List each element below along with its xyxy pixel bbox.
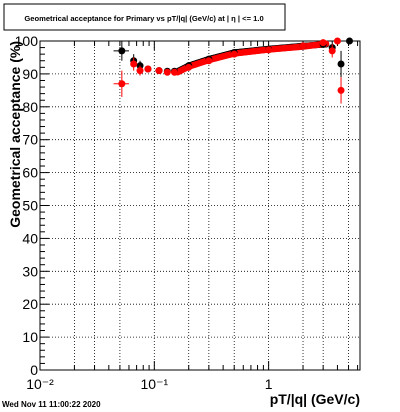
data-point-red [155, 67, 163, 75]
data-point-red [118, 80, 126, 88]
tick-labels: 0 10 20 30 40 50 60 70 80 90 100 10⁻² 10⁻¹ 1 [15, 33, 273, 392]
data-point-red [144, 65, 152, 73]
data-point-red [265, 46, 273, 54]
y-tick-label: 0 [30, 362, 38, 378]
y-tick-label: 60 [22, 165, 38, 181]
y-tick-label: 100 [15, 33, 39, 49]
y-tick-label: 50 [22, 198, 38, 214]
y-axis-title: Geometrical acceptance (%) [7, 41, 23, 228]
y-tick-label: 70 [22, 132, 38, 148]
data-point-black [118, 47, 126, 55]
data-point-red [205, 57, 213, 65]
x-axis-title: pT/|q| (GeV/c) [270, 391, 360, 407]
data-point-red [163, 68, 171, 76]
data-point-red [333, 37, 341, 45]
data-point-red [170, 68, 178, 76]
y-tick-label: 80 [22, 99, 38, 115]
y-tick-label: 90 [22, 66, 38, 82]
data-point-red [130, 60, 138, 68]
data-point-red [319, 39, 327, 47]
data-point-red [185, 63, 193, 71]
data-layer [113, 37, 354, 104]
chart-title: Geometrical acceptance for Primary vs pT… [24, 14, 263, 23]
x-tick-label: 10⁻¹ [141, 376, 169, 392]
y-tick-label: 10 [22, 329, 38, 345]
y-tick-label: 20 [22, 296, 38, 312]
data-point-red [299, 42, 307, 50]
axis-ticks [39, 40, 359, 371]
grid [40, 41, 360, 370]
y-tick-label: 40 [22, 230, 38, 246]
data-point-red [337, 86, 345, 94]
data-point-red [328, 47, 336, 55]
data-point-red [136, 67, 144, 75]
timestamp: Wed Nov 11 11:00:22 2020 [2, 400, 101, 409]
data-point-black [346, 37, 354, 45]
data-point-red [230, 50, 238, 58]
y-tick-label: 30 [22, 263, 38, 279]
data-point-black [337, 60, 345, 68]
x-tick-label: 10⁻² [26, 376, 54, 392]
x-tick-label: 1 [265, 376, 273, 392]
title-box: Geometrical acceptance for Primary vs pT… [3, 3, 286, 31]
